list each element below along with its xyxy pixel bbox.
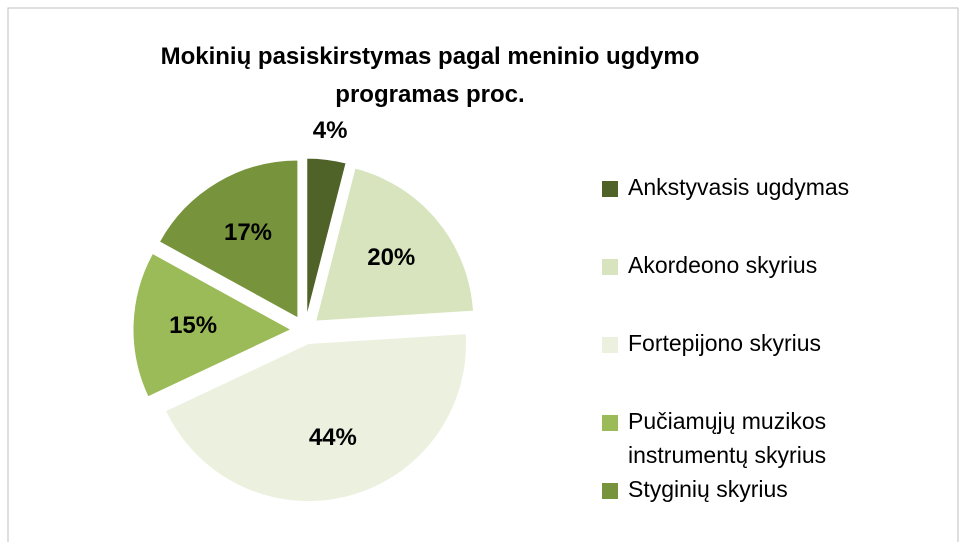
- pie-slice: [306, 157, 347, 317]
- legend-swatch: [602, 181, 618, 197]
- data-label: 44%: [309, 424, 357, 451]
- data-label: 4%: [313, 117, 348, 144]
- legend-item: Fortepijono skyrius: [602, 326, 902, 360]
- legend-label: Styginių skyrius: [628, 476, 788, 502]
- data-label: 15%: [169, 312, 217, 339]
- legend-item: Styginių skyrius: [602, 472, 902, 506]
- legend-label: Pučiamųjų muzikos instrumentų skyrius: [628, 408, 827, 468]
- legend-swatch: [602, 259, 618, 275]
- legend-item: Ankstyvasis ugdymas: [602, 170, 902, 204]
- pie-slice: [158, 159, 299, 319]
- pie-slice: [315, 167, 475, 322]
- legend-label: Ankstyvasis ugdymas: [628, 174, 850, 200]
- legend-swatch: [602, 337, 618, 353]
- pie-slice: [132, 252, 293, 398]
- pie-slice: [164, 333, 467, 503]
- data-label: 20%: [367, 244, 415, 271]
- legend-item: Akordeono skyrius: [602, 248, 902, 282]
- legend-swatch: [602, 483, 618, 499]
- chart-border: [7, 7, 959, 542]
- legend-swatch: [602, 415, 618, 431]
- chart-title: Mokinių pasiskirstymas pagal meninio ugd…: [160, 43, 700, 108]
- legend-item: Pučiamųjų muzikos instrumentų skyrius: [602, 404, 902, 472]
- data-label: 17%: [224, 219, 272, 246]
- legend-label: Akordeono skyrius: [628, 252, 818, 278]
- legend-label: Fortepijono skyrius: [628, 330, 822, 356]
